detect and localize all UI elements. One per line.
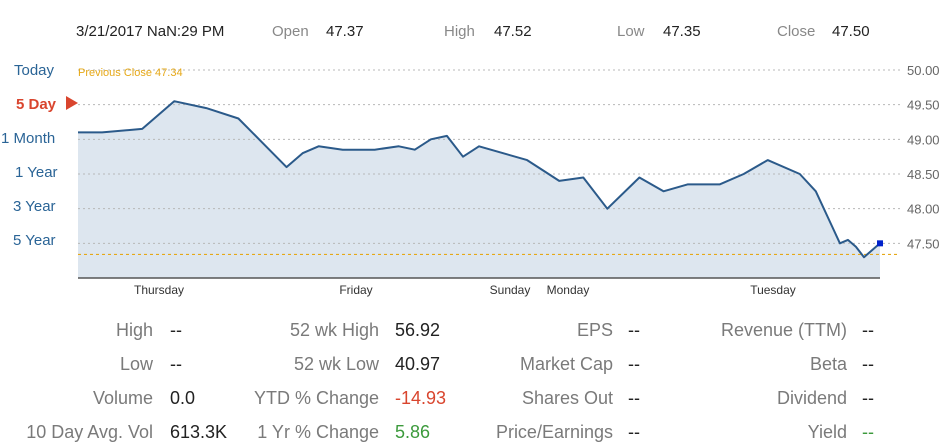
stat-label: Dividend <box>776 388 847 408</box>
open-label: Open <box>272 23 309 40</box>
stat-label: 1 Yr % Change <box>257 422 379 442</box>
stat-value: 0.0 <box>170 388 196 408</box>
low-value: 47.35 <box>663 23 701 40</box>
quote-header: 3/21/2017 NaN:29 PM Open 47.37 High 47.5… <box>0 23 951 43</box>
stat-label: Revenue (TTM) <box>720 320 847 340</box>
previous-close-label: Previous Close 47.34 <box>78 67 183 79</box>
stat-value: -- <box>628 320 640 340</box>
stat-label: Shares Out <box>521 388 613 408</box>
x-tick-label: Monday <box>547 283 590 297</box>
last-price-marker <box>877 240 883 247</box>
low-label: Low <box>617 23 645 40</box>
stat-value: -- <box>170 354 182 374</box>
high-value: 47.52 <box>494 23 532 40</box>
stat-label: EPS <box>576 320 613 340</box>
close-value: 47.50 <box>832 23 870 40</box>
active-range-arrow-icon <box>66 96 78 110</box>
price-chart: 50.00 49.50 49.00 48.50 48.00 47.50 Previous C… <box>78 63 940 297</box>
stat-value: -- <box>628 354 640 374</box>
stat-value: -- <box>170 320 182 340</box>
y-tick-label: 49.50 <box>907 98 940 113</box>
x-tick-label: Tuesday <box>750 283 796 297</box>
range-today[interactable]: Today <box>14 62 55 79</box>
range-1-month[interactable]: 1 Month <box>1 130 56 147</box>
stat-label: YTD % Change <box>253 388 379 408</box>
stat-value: 56.92 <box>395 320 441 340</box>
stats-table: High -- Low -- Volume 0.0 10 Day Avg. Vo… <box>0 318 951 447</box>
range-5-year[interactable]: 5 Year <box>13 232 56 249</box>
stat-value: -- <box>862 320 874 340</box>
y-tick-label: 48.50 <box>907 167 940 182</box>
y-tick-label: 50.00 <box>907 63 940 78</box>
x-tick-label: Sunday <box>490 283 531 297</box>
stat-label: Market Cap <box>519 354 613 374</box>
open-value: 47.37 <box>326 23 364 40</box>
range-3-year[interactable]: 3 Year <box>13 198 56 215</box>
stat-label: High <box>115 320 153 340</box>
close-label: Close <box>777 23 816 40</box>
stat-value-positive: 5.86 <box>395 422 431 442</box>
stat-label: 10 Day Avg. Vol <box>26 422 153 442</box>
x-tick-label: Friday <box>339 283 372 297</box>
stat-value: -- <box>862 354 874 374</box>
y-tick-label: 49.00 <box>907 132 940 147</box>
stat-value-negative: -14.93 <box>395 388 447 408</box>
range-1-year[interactable]: 1 Year <box>15 164 58 181</box>
stat-value-positive: -- <box>862 422 874 442</box>
stat-value: -- <box>628 422 640 442</box>
y-tick-label: 48.00 <box>907 202 940 217</box>
quote-datetime: 3/21/2017 NaN:29 PM <box>76 23 225 40</box>
price-area <box>78 101 880 278</box>
stat-label: Yield <box>807 422 847 442</box>
high-label: High <box>444 23 475 40</box>
stat-value: -- <box>628 388 640 408</box>
stat-value: 613.3K <box>170 422 228 442</box>
stat-label: Beta <box>809 354 847 374</box>
stat-label: 52 wk Low <box>293 354 379 374</box>
stat-value: 40.97 <box>395 354 441 374</box>
stat-label: Volume <box>92 388 153 408</box>
stat-label: 52 wk High <box>289 320 379 340</box>
stat-value: -- <box>862 388 874 408</box>
stat-label: Price/Earnings <box>495 422 613 442</box>
price-line <box>78 100 881 259</box>
y-tick-label: 47.50 <box>907 236 940 251</box>
range-5-day[interactable]: 5 Day <box>16 96 57 113</box>
x-tick-label: Thursday <box>134 283 184 297</box>
stat-label: Low <box>119 354 153 374</box>
